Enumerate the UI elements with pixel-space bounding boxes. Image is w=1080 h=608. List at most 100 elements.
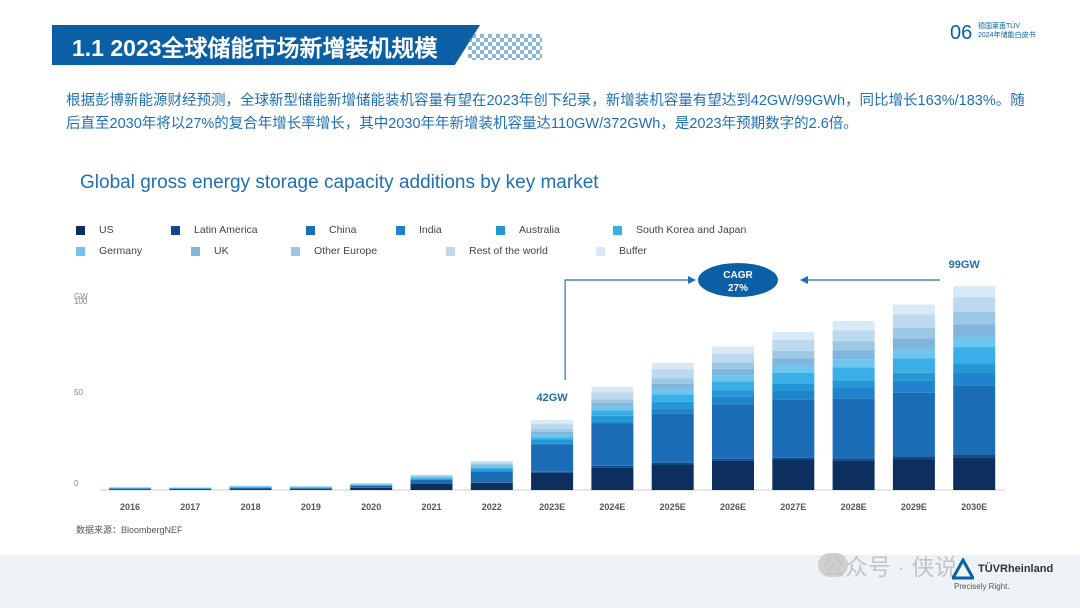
- bar-segment: [953, 363, 996, 373]
- bar-segment: [832, 387, 875, 399]
- annotation-42gw: 42GW: [537, 392, 569, 404]
- tuv-triangle-icon: [952, 558, 974, 580]
- bar-segment: [591, 403, 634, 407]
- intro-paragraph: 根据彭博新能源财经预测，全球新型储能新增储能装机容量有望在2023年创下纪录，新…: [66, 93, 1025, 132]
- bar-segment: [470, 469, 513, 472]
- page-note-line1: 德国莱茵TÜV: [978, 23, 1020, 30]
- bar-segment: [953, 347, 996, 364]
- x-tick-label: 2030E: [961, 502, 987, 512]
- bar-segment: [591, 406, 634, 411]
- bar-segment: [712, 404, 754, 459]
- x-tick-label: 2017: [180, 502, 200, 512]
- bar-segment: [832, 367, 875, 381]
- wechat-icon: [818, 553, 848, 577]
- cagr-ellipse: [698, 263, 778, 297]
- legend-label: Germany: [99, 245, 143, 257]
- bar-segment: [651, 378, 694, 384]
- y-axis-unit: GW: [74, 292, 88, 301]
- bar-segment: [772, 372, 815, 384]
- legend-item: Latin America: [171, 224, 258, 236]
- bar-segment: [832, 359, 875, 368]
- bar-segment: [531, 440, 574, 444]
- x-tick-label: 2023E: [539, 502, 565, 512]
- bar-segment: [892, 380, 935, 393]
- y-tick-label: 50: [74, 388, 83, 397]
- title-banner: [60, 25, 480, 65]
- bar-segment: [651, 413, 694, 463]
- bar-segment: [531, 472, 574, 490]
- legend-swatch: [191, 246, 200, 256]
- bar-segment: [350, 486, 393, 488]
- bar-segment: [410, 478, 453, 480]
- bar-segment: [772, 390, 815, 400]
- legend-label: Australia: [519, 224, 560, 236]
- bar-segment: [591, 421, 634, 424]
- bar-segment: [892, 338, 935, 350]
- bar-segment: [109, 488, 151, 490]
- bar-segment: [712, 396, 754, 405]
- cagr-arrowhead-right: [800, 276, 808, 284]
- legend-label: Latin America: [194, 224, 258, 236]
- legend-item: China: [306, 224, 356, 236]
- legend-swatch: [291, 246, 300, 256]
- footer-band: [0, 555, 1080, 608]
- bar-segment: [772, 365, 815, 373]
- bar-segment: [953, 385, 996, 455]
- bar-segment: [410, 477, 453, 478]
- legend-item: Rest of the world: [446, 245, 548, 257]
- bar-segment: [892, 314, 935, 328]
- bar-segment: [169, 488, 212, 490]
- bar-segment: [169, 489, 212, 490]
- brand-name: TÜVRheinland: [978, 563, 1054, 575]
- x-tick-label: 2025E: [660, 502, 686, 512]
- legend-item: Australia: [496, 224, 560, 236]
- bar-segment: [289, 487, 332, 488]
- bar-segment: [772, 358, 815, 366]
- y-tick-label: 100: [74, 297, 88, 306]
- watermark-text: 公众号 · 侠说: [822, 554, 958, 580]
- bar-segment: [289, 488, 332, 490]
- legend-label: South Korea and Japan: [636, 224, 747, 236]
- bar-segment: [772, 383, 815, 391]
- bar-segment: [953, 297, 996, 312]
- section-title: 1.1 2023全球储能市场新增装机规模: [72, 35, 438, 61]
- bar-segment: [892, 327, 935, 339]
- cagr-arrowhead-left: [688, 276, 696, 284]
- bar-segment: [772, 340, 815, 351]
- bar-segment: [591, 465, 634, 468]
- bar-segment: [470, 464, 513, 467]
- bar-segment: [712, 375, 754, 382]
- cagr-value: 27%: [728, 283, 748, 294]
- bar-segment: [651, 408, 694, 414]
- legend-item: US: [76, 224, 114, 236]
- legend-swatch: [76, 225, 85, 235]
- bar-segment: [470, 461, 513, 464]
- bar-segment: [712, 353, 754, 363]
- legend-swatch: [171, 225, 180, 235]
- bar-segment: [712, 368, 754, 376]
- bar-segment: [953, 286, 996, 298]
- bar-segment: [953, 454, 996, 458]
- bar-segment: [953, 337, 996, 348]
- x-tick-label: 2019: [301, 502, 321, 512]
- bar-segment: [591, 386, 634, 393]
- bar-segment: [109, 489, 151, 490]
- bar-segment: [651, 383, 694, 390]
- bar-segment: [832, 458, 875, 461]
- bar-segment: [832, 341, 875, 351]
- legend-swatch: [596, 246, 605, 256]
- bar-segment: [712, 362, 754, 369]
- bar-segment: [953, 372, 996, 386]
- bar-segment: [531, 420, 574, 424]
- cagr-arrow-left: [564, 279, 688, 380]
- legend-item: Other Europe: [291, 245, 377, 257]
- bar-segment: [892, 358, 935, 373]
- bar-segment: [772, 331, 815, 340]
- bar-segment: [651, 394, 694, 402]
- chart-legend: US Latin America China India Australia South …: [76, 224, 796, 264]
- bar-segment: [470, 460, 513, 462]
- bar-segment: [591, 410, 634, 416]
- bar-segment: [470, 482, 513, 490]
- bar-segment: [531, 471, 574, 473]
- bar-segment: [410, 474, 453, 476]
